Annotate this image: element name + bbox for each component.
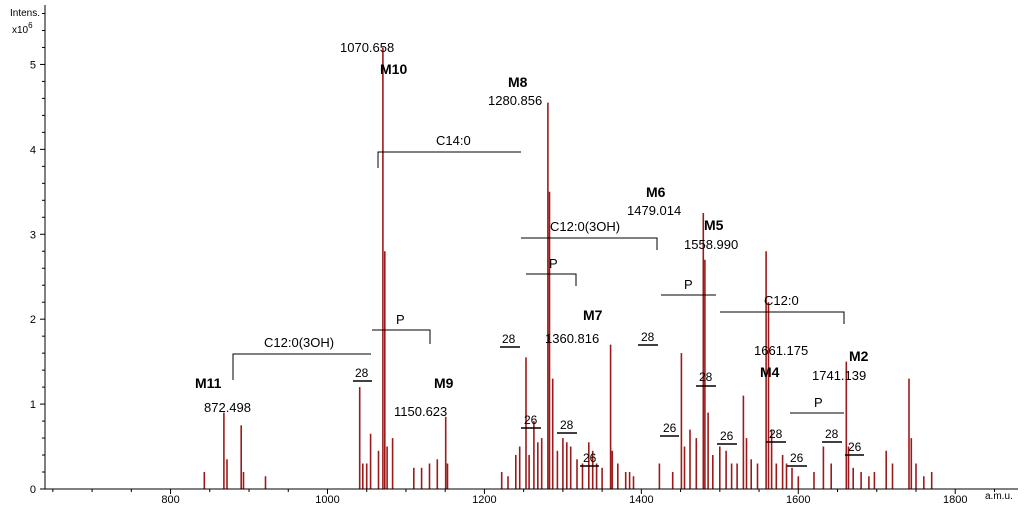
y-axis-title: Intens. (10, 8, 40, 19)
y-tick-label-2: 2 (30, 314, 36, 326)
label-m4: M4 (760, 364, 780, 380)
bracket-c12-3oh-right (521, 237, 658, 250)
y-axis-scale-base: x10 (12, 25, 29, 36)
x-tick-label-800: 800 (161, 494, 179, 506)
y-axis-scale: x106 (12, 21, 33, 36)
mass-m11: 872.498 (204, 400, 251, 415)
diff-label-28-g: 28 (825, 427, 839, 441)
y-tick-label-4: 4 (30, 144, 36, 156)
label-m9: M9 (434, 375, 454, 391)
diff-label-26-b: 26 (583, 451, 597, 465)
x-axis-title: a.m.u. (985, 491, 1013, 502)
bracket-lines (232, 151, 845, 414)
diff-label-26-d: 26 (720, 429, 734, 443)
axis-ticks: 800 1000 1200 1400 1600 1800 0 1 2 3 4 5 (30, 12, 995, 506)
label-p-m6-m5: P (684, 277, 693, 292)
mass-m9: 1150.623 (394, 404, 447, 419)
label-m11: M11 (195, 375, 222, 391)
label-c12-3oh-right: C12:0(3OH) (550, 219, 620, 234)
label-m8: M8 (508, 74, 528, 90)
difference-marks (353, 344, 864, 467)
x-tick-label-1600: 1600 (786, 494, 810, 506)
bracket-p-m10-m9 (372, 329, 431, 344)
x-tick-label-1800: 1800 (943, 494, 967, 506)
x-tick-label-1000: 1000 (315, 494, 339, 506)
label-m2: M2 (849, 348, 869, 364)
peaks-group (203, 47, 933, 489)
diff-label-28-a: 28 (355, 366, 369, 380)
bracket-c14 (377, 151, 521, 168)
y-tick-label-0: 0 (30, 484, 36, 496)
x-tick-label-1400: 1400 (629, 494, 653, 506)
label-p-m4-m2: P (814, 395, 823, 410)
mass-m6: 1479.014 (627, 203, 681, 218)
x-tick-label-1200: 1200 (472, 494, 496, 506)
bracket-c12 (720, 311, 845, 324)
diff-label-28-c: 28 (560, 418, 574, 432)
mass-m2: 1741.139 (812, 368, 866, 383)
label-c14: C14:0 (436, 133, 471, 148)
diff-label-26-a: 26 (524, 413, 538, 427)
mass-m4: 1661.175 (754, 343, 808, 358)
bracket-p-m8-m7 (526, 273, 577, 286)
y-tick-label-3: 3 (30, 229, 36, 241)
label-c12: C12:0 (764, 293, 799, 308)
diff-label-28-e: 28 (699, 370, 713, 384)
label-m5: M5 (704, 217, 724, 233)
bracket-c12-3oh-left (232, 353, 371, 380)
mass-m5: 1558.990 (684, 237, 738, 252)
label-p-m10-m9: P (396, 312, 405, 327)
y-tick-label-1: 1 (30, 399, 36, 411)
diff-label-28-d: 28 (641, 330, 655, 344)
diff-label-28-b: 28 (502, 332, 516, 346)
y-tick-label-5: 5 (30, 59, 36, 71)
mass-m7: 1360.816 (545, 331, 599, 346)
mass-m8: 1280.856 (488, 93, 542, 108)
label-m6: M6 (646, 184, 666, 200)
y-axis-scale-exp: 6 (28, 21, 33, 30)
diff-label-26-f: 26 (848, 440, 862, 454)
label-c12-3oh-left: C12:0(3OH) (264, 335, 334, 350)
diff-label-26-c: 26 (663, 421, 677, 435)
mass-m10: 1070.658 (340, 40, 394, 55)
label-m10: M10 (380, 61, 407, 77)
label-p-m8-m7: P (549, 256, 558, 271)
diff-label-26-e: 26 (790, 451, 804, 465)
diff-label-28-f: 28 (769, 427, 783, 441)
label-m7: M7 (583, 307, 603, 323)
